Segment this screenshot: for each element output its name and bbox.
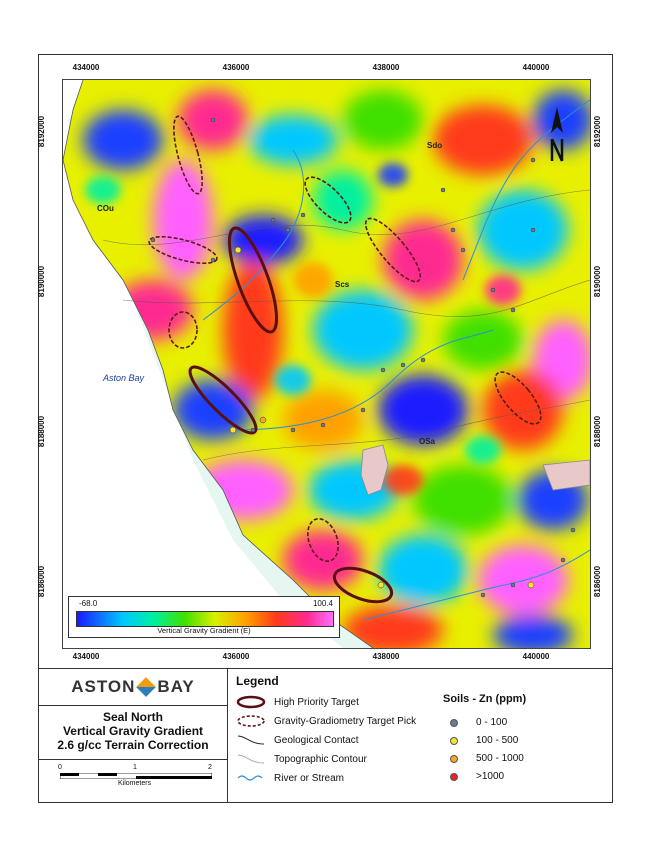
- x-tick-bottom: 434000: [72, 652, 100, 661]
- y-tick-right: 8186000: [593, 565, 603, 598]
- high-priority-icon: [236, 695, 266, 709]
- legend-label: Gravity-Gradiometry Target Pick: [274, 715, 417, 727]
- legend-title: Legend: [236, 674, 279, 688]
- bay-label: Aston Bay: [103, 373, 145, 383]
- title-line-1: Seal North: [102, 710, 163, 724]
- logo-text-right: BAY: [157, 676, 195, 696]
- x-tick-bottom: 440000: [522, 652, 550, 661]
- colorbar-title: Vertical Gravity Gradient (E): [157, 626, 251, 635]
- unit-label-cou: COu: [97, 204, 114, 213]
- colorbar-gradient: [76, 611, 334, 627]
- soil-dot-icon: [450, 772, 458, 781]
- legend-item-contact: Geological Contact: [236, 733, 359, 747]
- soil-item: 500 - 1000: [450, 753, 524, 764]
- map-frame: [38, 54, 613, 803]
- scale-label-0: 0: [58, 764, 62, 771]
- stream-line-icon: [237, 775, 263, 781]
- title-panel: ASTON BAY Seal North Vertical Gravity Gr…: [38, 668, 228, 803]
- colorbar-max: 100.4: [312, 599, 333, 608]
- contour-line-icon: [237, 754, 265, 764]
- scale-unit: Kilometers: [118, 780, 152, 787]
- x-tick-top: 440000: [522, 63, 550, 72]
- colorbar: -68.0 100.4 Vertical Gravity Gradient (E…: [68, 596, 340, 638]
- scale-bar-graphic: [60, 773, 212, 779]
- gravity-raster: [63, 80, 590, 648]
- soil-label: 100 - 500: [476, 735, 519, 746]
- north-arrow-icon: [550, 107, 564, 162]
- target-pick-icon: [237, 715, 265, 727]
- scale-label-2: 2: [208, 764, 212, 771]
- x-tick-top: 434000: [72, 63, 100, 72]
- title-line-3: 2.6 g/cc Terrain Correction: [57, 738, 209, 752]
- colorbar-min: -68.0: [79, 599, 98, 608]
- unit-label-osa: OSa: [419, 437, 436, 446]
- y-tick-right: 8188000: [593, 415, 603, 448]
- y-tick-right: 8190000: [593, 265, 603, 298]
- soil-label: 0 - 100: [476, 717, 508, 728]
- unit-label-sdo: Sdo: [427, 141, 443, 150]
- gravity-map[interactable]: Sdo COu Scs OSa Aston Bay: [62, 79, 591, 649]
- legend-item-stream: River or Stream: [236, 771, 344, 785]
- x-tick-top: 436000: [222, 63, 250, 72]
- legend-item-contour: Topographic Contour: [236, 752, 367, 766]
- soils-title: Soils - Zn (ppm): [443, 693, 527, 705]
- legend-label: High Priority Target: [274, 696, 359, 708]
- legend-label: Geological Contact: [274, 734, 359, 746]
- map-title: Seal North Vertical Gravity Gradient 2.6…: [38, 706, 228, 760]
- legend-panel: Legend High Priority Target Gravity-Grad…: [228, 668, 613, 803]
- logo-text-left: ASTON: [71, 676, 136, 696]
- legend-item-high-priority: High Priority Target: [236, 695, 359, 709]
- scale-bar: 0 1 2 Kilometers: [58, 764, 228, 794]
- x-tick-top: 438000: [372, 63, 400, 72]
- diamond-icon: [136, 676, 157, 697]
- y-tick-right: 8192000: [593, 115, 603, 148]
- scale-label-1: 1: [133, 764, 137, 771]
- y-tick-left: 8186000: [37, 565, 47, 598]
- x-tick-bottom: 436000: [222, 652, 250, 661]
- soil-dot-icon: [450, 736, 458, 745]
- y-tick-left: 8192000: [37, 115, 47, 148]
- soil-dot-icon: [450, 754, 458, 763]
- x-tick-bottom: 438000: [372, 652, 400, 661]
- y-tick-left: 8188000: [37, 415, 47, 448]
- title-line-2: Vertical Gravity Gradient: [62, 724, 204, 738]
- unit-label-scs: Scs: [335, 280, 350, 289]
- legend-item-target-pick: Gravity-Gradiometry Target Pick: [236, 714, 416, 728]
- bottom-separator: [38, 668, 613, 669]
- soil-item: 0 - 100: [450, 717, 507, 728]
- contact-line-icon: [237, 735, 265, 745]
- legend-label: River or Stream: [274, 772, 345, 784]
- y-tick-left: 8190000: [37, 265, 47, 298]
- soil-dot-icon: [450, 718, 458, 727]
- aston-bay-logo: ASTON BAY: [38, 668, 228, 706]
- legend-label: Topographic Contour: [274, 753, 367, 765]
- soil-item: >1000: [450, 771, 504, 782]
- soil-item: 100 - 500: [450, 735, 518, 746]
- soil-label: >1000: [476, 771, 505, 782]
- soil-label: 500 - 1000: [476, 753, 524, 764]
